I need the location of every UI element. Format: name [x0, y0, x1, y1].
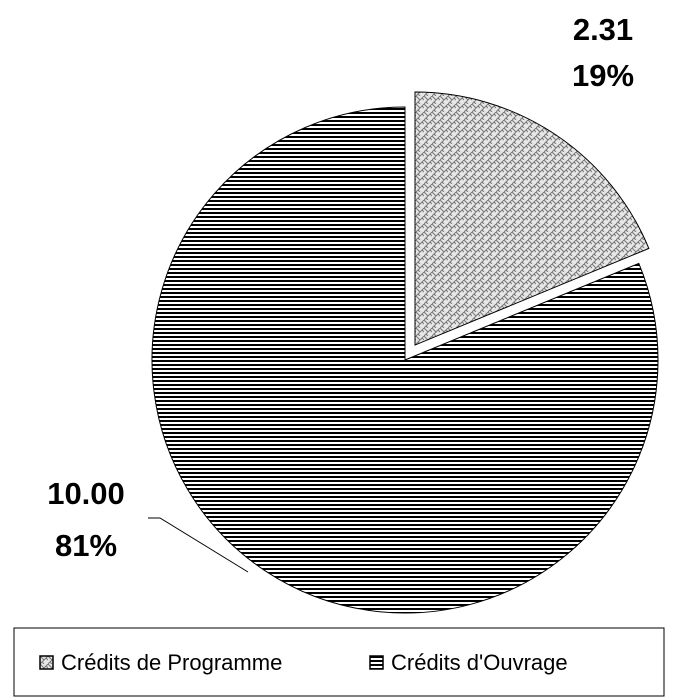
pie-slice [414, 91, 650, 346]
data-labels: 2.31 19% 10.00 81% [47, 12, 634, 573]
percent-label: 19% [572, 58, 634, 93]
leader-line [148, 517, 249, 573]
pie [151, 91, 659, 614]
data-label: 10.00 [47, 476, 125, 511]
legend-label: Crédits de Programme [61, 650, 282, 675]
data-label: 2.31 [573, 12, 633, 47]
legend-swatch [369, 655, 384, 670]
legend-label: Crédits d'Ouvrage [391, 650, 568, 675]
legend: Crédits de Programme Crédits d'Ouvrage [39, 650, 568, 675]
legend-swatch [39, 655, 54, 670]
percent-label: 81% [55, 528, 117, 563]
legend-box [13, 627, 665, 697]
pie-slice [151, 106, 659, 614]
